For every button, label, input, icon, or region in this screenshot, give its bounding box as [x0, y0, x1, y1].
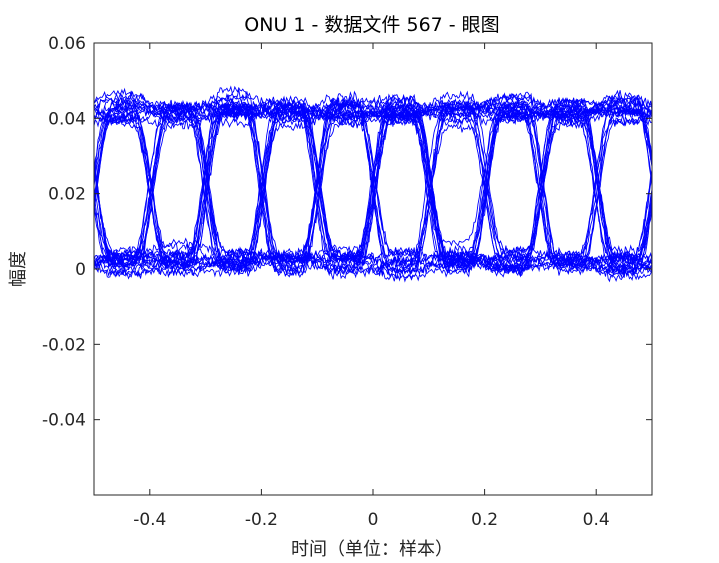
y-tick-label: -0.04: [42, 411, 86, 431]
eye-trace: [94, 97, 652, 273]
y-tick-label: 0: [75, 260, 86, 280]
plot-area: [94, 85, 652, 283]
x-axis: -0.4 -0.2 0 0.2 0.4: [133, 43, 610, 530]
y-axis: -0.04 -0.02 0 0.02 0.04 0.06: [42, 34, 652, 431]
eye-trace: [94, 89, 652, 279]
eye-trace: [94, 97, 652, 271]
y-tick-label: 0.06: [48, 34, 86, 54]
x-tick-label: 0.2: [471, 510, 498, 530]
eye-trace: [94, 104, 652, 274]
x-tick-label: 0.4: [583, 510, 610, 530]
eye-trace: [94, 98, 652, 271]
eye-trace: [94, 97, 652, 275]
x-axis-label: 时间（单位：样本）: [291, 539, 453, 560]
eye-traces: [94, 85, 652, 283]
x-tick-label: -0.4: [133, 510, 166, 530]
y-tick-label: -0.02: [42, 335, 86, 355]
x-tick-label: -0.2: [245, 510, 278, 530]
chart-title: ONU 1 - 数据文件 567 - 眼图: [244, 14, 499, 36]
y-tick-label: 0.04: [48, 109, 86, 129]
eye-trace: [94, 103, 652, 276]
y-axis-label: 幅度: [8, 251, 29, 287]
x-tick-label: 0: [368, 510, 379, 530]
y-tick-label: 0.02: [48, 185, 86, 205]
eye-trace: [94, 102, 652, 272]
eye-trace: [94, 93, 652, 277]
